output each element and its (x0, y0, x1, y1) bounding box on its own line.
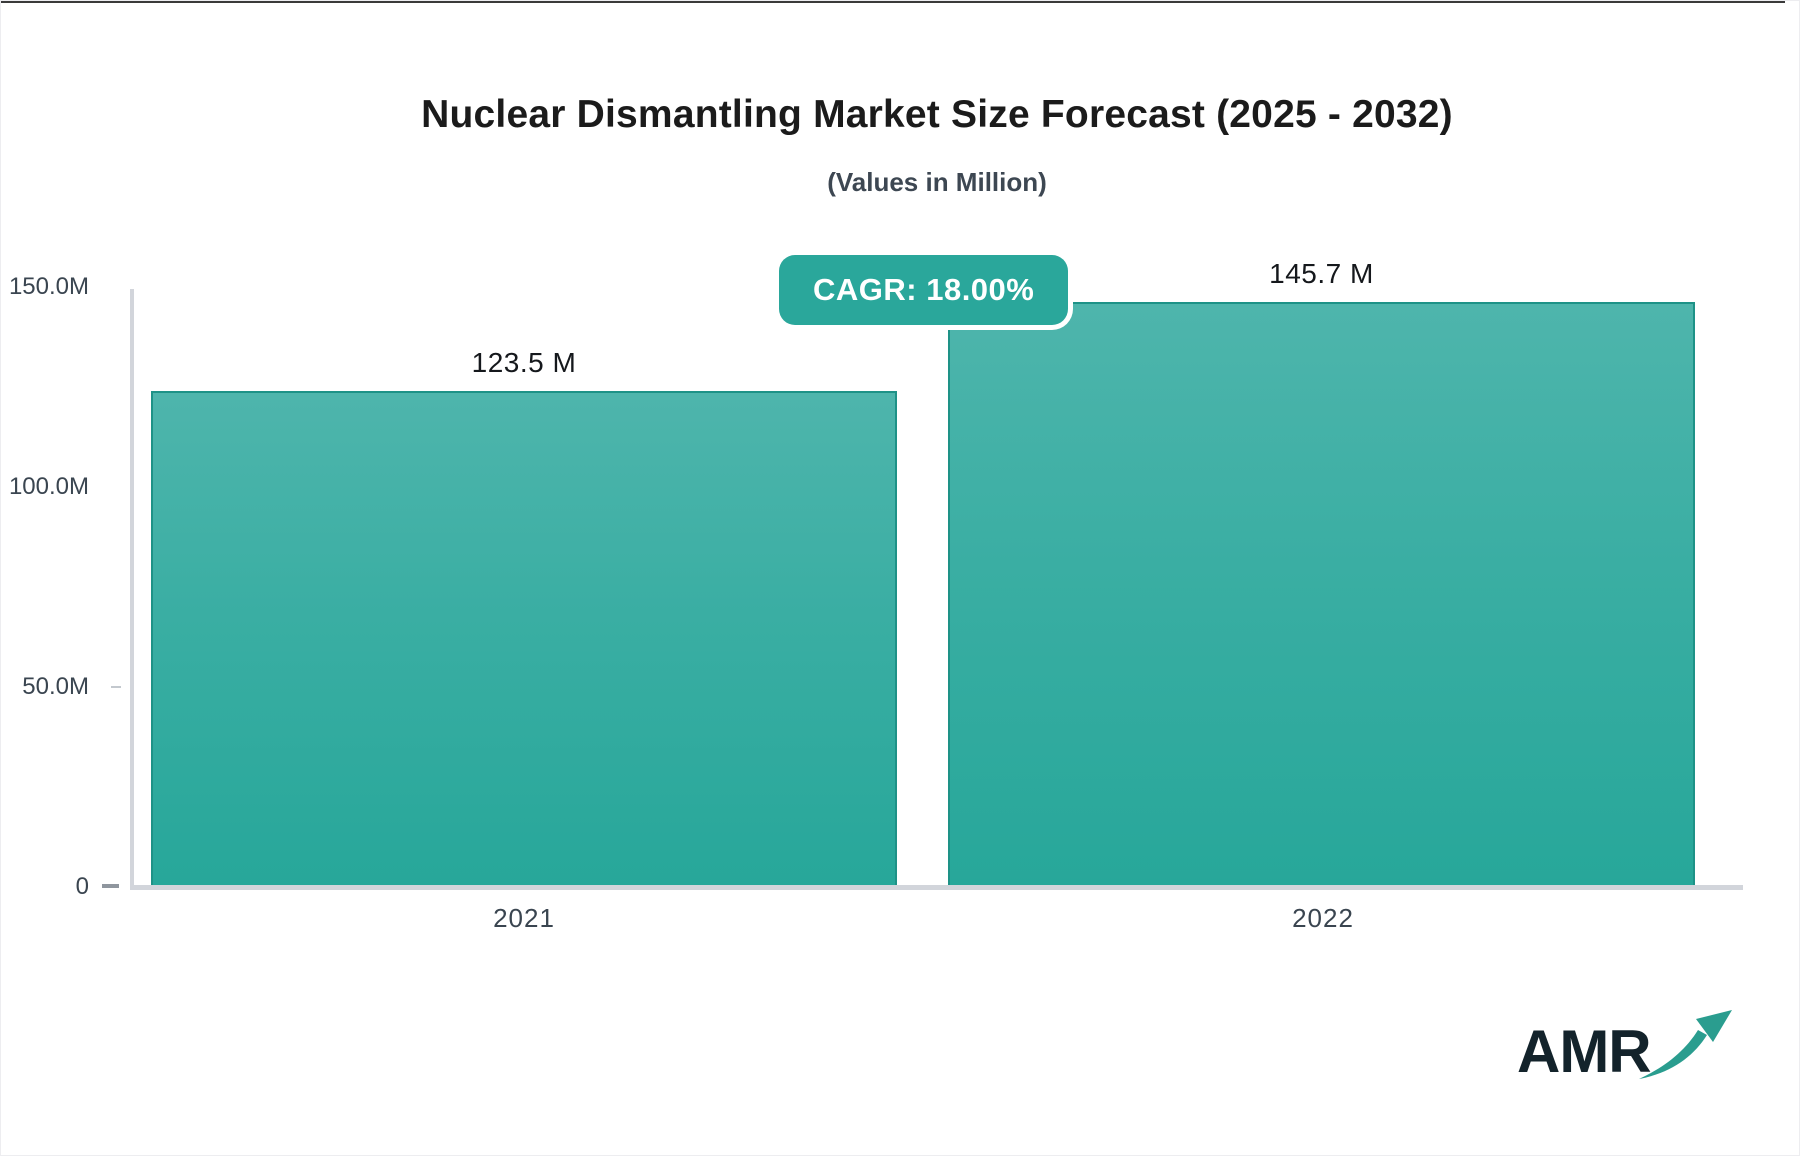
y-tick-label-150: 150.0M (8, 273, 89, 300)
chart-title: Nuclear Dismantling Market Size Forecast… (421, 93, 1453, 136)
y-tick-label-0: 0 (75, 873, 89, 900)
bar-value-label-2021: 123.5 M (471, 347, 577, 378)
y-axis-line (130, 289, 134, 889)
amr-logo: AMR (1517, 1009, 1735, 1086)
x-axis-label-2022: 2022 (1292, 903, 1354, 933)
y-tick-label-100: 100.0M (8, 473, 89, 500)
window-edge-line (1, 1, 1785, 3)
cagr-badge: CAGR: 18.00% (779, 255, 1069, 325)
amr-logo-text: AMR (1517, 1018, 1652, 1085)
bar-2021[interactable]: 123.5 M (151, 347, 897, 885)
growth-arrow-icon (1638, 1009, 1732, 1079)
y-tick-mark-50 (111, 686, 121, 688)
y-tick-mark-0 (102, 884, 119, 888)
x-axis-label-2021: 2021 (493, 903, 555, 933)
bar-2022[interactable]: 145.7 M (948, 258, 1695, 885)
x-axis-line (130, 885, 1743, 890)
chart-subtitle: (Values in Million) (827, 167, 1047, 197)
bar-value-label-2022: 145.7 M (1269, 258, 1374, 289)
y-tick-label-50: 50.0M (22, 673, 89, 700)
